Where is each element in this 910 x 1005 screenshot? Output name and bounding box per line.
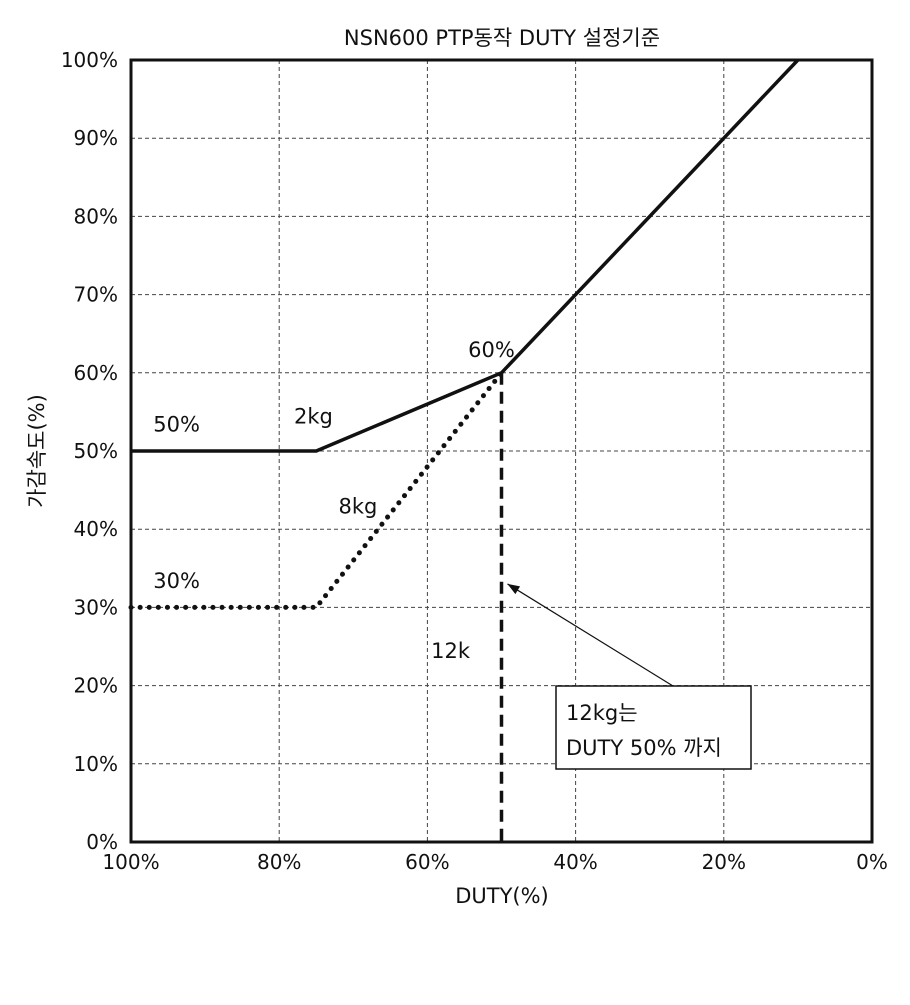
y-tick-label: 100% — [61, 48, 118, 72]
callout-arrowhead — [507, 583, 521, 595]
annotation-label: 8kg — [338, 495, 377, 519]
x-tick-label: 100% — [102, 850, 159, 874]
callout-text: 12kg는 — [566, 701, 638, 725]
y-tick-label: 0% — [86, 830, 118, 854]
y-tick-label: 30% — [74, 595, 118, 619]
x-tick-label: 0% — [856, 850, 888, 874]
y-tick-label: 20% — [74, 674, 118, 698]
callout: 12kg는 DUTY 50% 까지 — [507, 583, 752, 770]
y-tick-label: 10% — [74, 752, 118, 776]
callout-box — [555, 685, 752, 770]
y-tick-label: 80% — [74, 204, 118, 228]
x-tick-label: 60% — [405, 850, 449, 874]
callout-text: DUTY 50% 까지 — [566, 736, 722, 760]
y-tick-label: 90% — [74, 126, 118, 150]
callout-arrow-line — [507, 583, 674, 687]
y-axis-title: 가감속도(%) — [25, 394, 49, 508]
y-tick-label: 60% — [74, 361, 118, 385]
x-axis-title: DUTY(%) — [455, 884, 549, 908]
annotation-label: 50% — [153, 412, 200, 436]
x-tick-label: 20% — [702, 850, 746, 874]
y-tick-label: 50% — [74, 439, 118, 463]
y-tick-label: 40% — [74, 517, 118, 541]
annotation-label: 12k — [431, 639, 471, 663]
series-8kg-line — [128, 370, 504, 610]
tick-labels: 100% 80% 60% 40% 20% 0% 0% 10% 20% 30% 40% 50% 60% 70… — [61, 48, 888, 874]
y-tick-label: 70% — [74, 283, 118, 307]
plot-frame — [129, 58, 874, 844]
annotation-label: 2kg — [294, 405, 333, 429]
series-lines — [128, 58, 800, 842]
annotations: 50% 2kg 60% 8kg 30% 12k — [153, 338, 515, 663]
annotation-label: 60% — [468, 338, 515, 362]
chart-title: NSN600 PTP동작 DUTY 설정기준 — [344, 26, 660, 50]
annotation-label: 30% — [153, 569, 200, 593]
x-tick-label: 80% — [257, 850, 301, 874]
x-tick-label: 40% — [553, 850, 597, 874]
series-2kg-line — [131, 58, 800, 453]
